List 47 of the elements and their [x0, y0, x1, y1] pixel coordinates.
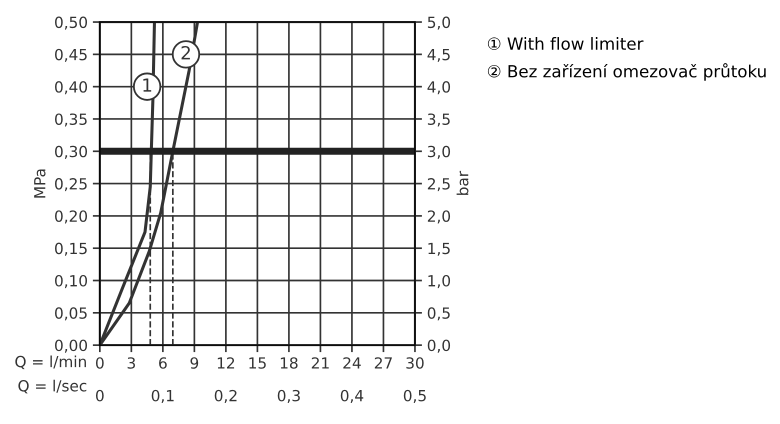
- text: ② Bez zařízení omezovač průtoku: [488, 63, 766, 81]
- y2-tick-label: 3,5: [428, 113, 450, 127]
- y-axis-title: MPa: [34, 169, 46, 198]
- y-tick-label: 0,35: [55, 113, 87, 127]
- x-tick-label: 30: [406, 357, 424, 369]
- x2-tick-label: 0,4: [340, 390, 364, 403]
- y2-tick-label: 5,0: [428, 16, 450, 30]
- x-tick-label: 27: [374, 357, 392, 369]
- y2-tick-label: 3,0: [428, 146, 450, 159]
- x-tick-label: 6: [159, 357, 167, 369]
- y2-tick-label: 2,0: [428, 210, 450, 224]
- x2-tick-label: 0: [96, 390, 104, 402]
- y2-tick-label: 1,0: [428, 274, 450, 288]
- y2-tick-label: 2,5: [428, 178, 450, 192]
- x-tick-label: 9: [190, 357, 198, 369]
- y-tick-label: 0,10: [55, 274, 88, 288]
- x2-axis-title: Q = l/sec: [18, 380, 86, 394]
- y-tick-label: 0,15: [55, 242, 87, 256]
- x-axis-title: Q = l/min: [15, 356, 86, 370]
- y-tick-label: 0,25: [55, 178, 87, 192]
- x-tick-label: 15: [249, 357, 266, 369]
- x-tick-label: 0: [96, 357, 104, 369]
- y2-tick-label: 4,5: [428, 49, 450, 62]
- x-tick-label: 12: [218, 357, 234, 369]
- y2-tick-label: 0,5: [428, 307, 450, 320]
- y2-tick-label: 4,0: [428, 81, 450, 94]
- y-tick-label: 0,45: [55, 48, 87, 62]
- y-tick-label: 0,30: [55, 146, 88, 159]
- x2-tick-label: 0,2: [214, 390, 237, 403]
- y-tick-label: 0,00: [55, 340, 88, 353]
- y-tick-label: 0,20: [55, 210, 88, 224]
- y2-tick-label: 0,0: [428, 340, 450, 353]
- x2-tick-label: 0,5: [404, 390, 426, 403]
- x2-tick-label: 0,3: [278, 390, 300, 403]
- x-tick-label: 21: [312, 357, 329, 369]
- x-tick-label: 3: [128, 357, 135, 369]
- annotation: 1: [143, 78, 152, 92]
- y-tick-label: 0,50: [55, 16, 88, 30]
- y-tick-label: 0,05: [55, 307, 87, 320]
- y-tick-label: 0,40: [55, 81, 88, 94]
- y2-tick-label: 1,5: [428, 242, 450, 256]
- annotation: 2: [182, 46, 190, 60]
- y2-axis-title: bar: [456, 170, 468, 195]
- x2-tick-label: 0,1: [152, 390, 174, 403]
- x-tick-label: 18: [280, 357, 298, 369]
- text: ① With flow limiter: [488, 37, 644, 50]
- x-tick-label: 24: [343, 357, 361, 369]
